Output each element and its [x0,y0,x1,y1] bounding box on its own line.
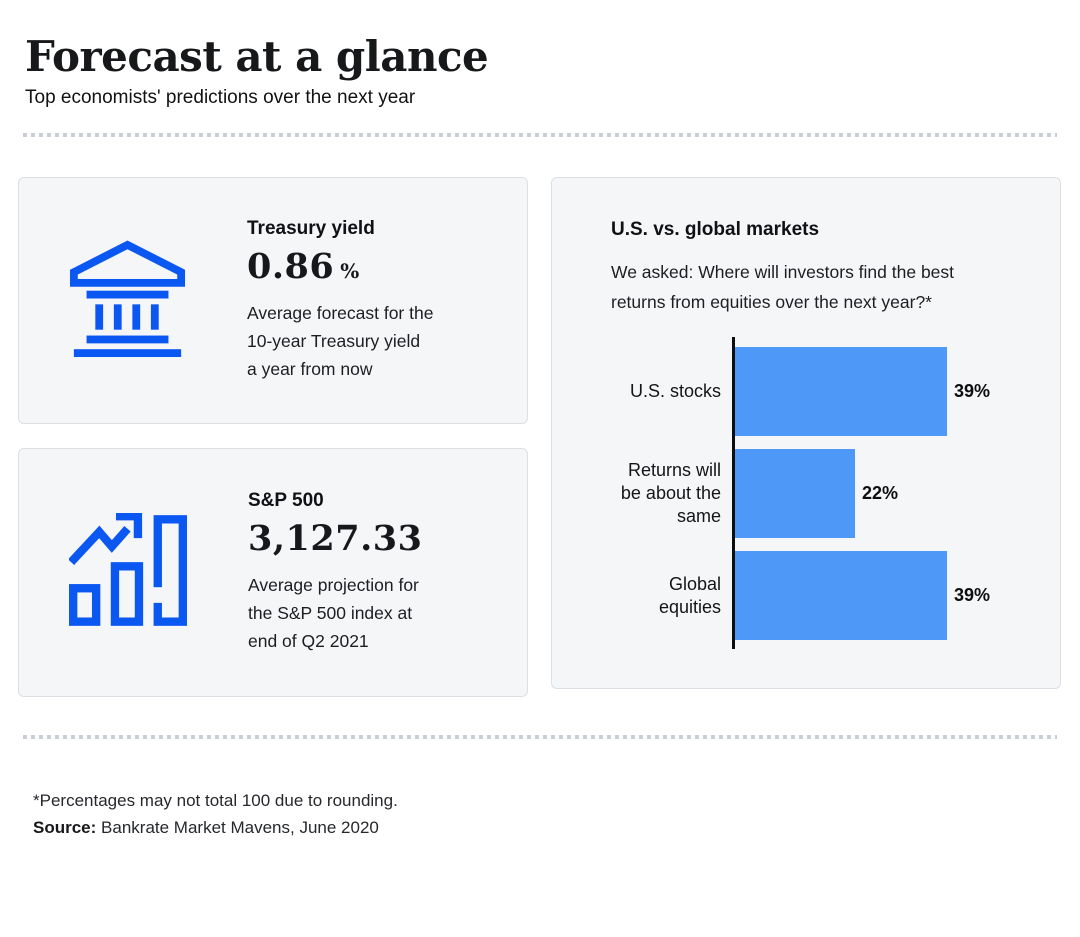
divider-top [23,133,1057,138]
chart-bar-us-stocks [735,347,947,437]
chart-title: U.S. vs. global markets [611,219,820,241]
chart-bar-cell: 39% [735,551,991,641]
percent-sign: % [340,258,360,283]
sp500-text-block: S&P 500 3,127.33 Average projection for … [248,490,487,656]
footer: *Percentages may not total 100 due to ro… [33,787,1080,841]
chart-bar-cell: 22% [735,449,899,539]
treasury-value-row: 0.86 % [247,246,487,287]
chart-label-same: Returns will be about the same [620,460,721,527]
sp500-value: 3,127.33 [248,517,423,559]
chart-question: We asked: Where will investors find the … [611,262,955,313]
chart-axis [732,337,735,650]
source-line: Source: Bankrate Market Mavens, June 202… [33,814,1080,841]
treasury-label: Treasury yield [247,217,375,239]
trend-bar-chart-icon [68,511,187,633]
bar-chart: U.S. stocks 39% Returns will be about th… [611,337,1020,650]
chart-bar-global-equities [735,551,947,641]
chart-row: Global equities 39% [611,551,1020,641]
treasury-value: 0.86 [247,245,335,287]
sp500-description: Average projection for the S&P 500 index… [248,574,419,652]
footnote: *Percentages may not total 100 due to ro… [33,791,398,811]
chart-row: Returns will be about the same 22% [611,449,1020,539]
chart-value-same: 22% [862,483,899,504]
sp500-card: S&P 500 3,127.33 Average projection for … [18,448,528,698]
page-title: Forecast at a glance [25,32,489,81]
sp500-value-row: 3,127.33 [248,518,487,559]
chart-bar-same [735,449,855,539]
page-subtitle: Top economists' predictions over the nex… [25,87,416,109]
chart-label-global-equities: Global equities [658,573,721,617]
treasury-text-block: Treasury yield 0.86 % Average forecast f… [247,218,487,384]
source-text: Bankrate Market Mavens, June 2020 [101,818,379,838]
chart-bar-cell: 39% [735,347,991,437]
treasury-description: Average forecast for the 10-year Treasur… [247,302,434,380]
chart-value-us-stocks: 39% [954,381,991,402]
divider-bottom [23,735,1057,740]
content-grid: Treasury yield 0.86 % Average forecast f… [18,177,1061,698]
stat-column: Treasury yield 0.86 % Average forecast f… [18,177,528,698]
header: Forecast at a glance Top economists' pre… [25,32,1055,109]
source-label: Source: [33,818,97,838]
treasury-yield-card: Treasury yield 0.86 % Average forecast f… [18,177,528,425]
markets-card: U.S. vs. global markets We asked: Where … [551,177,1061,690]
bank-icon [69,240,186,362]
chart-label-us-stocks: U.S. stocks [629,381,721,402]
chart-value-global-equities: 39% [954,585,991,606]
chart-row: U.S. stocks 39% [611,347,1020,437]
sp500-label: S&P 500 [248,489,324,511]
